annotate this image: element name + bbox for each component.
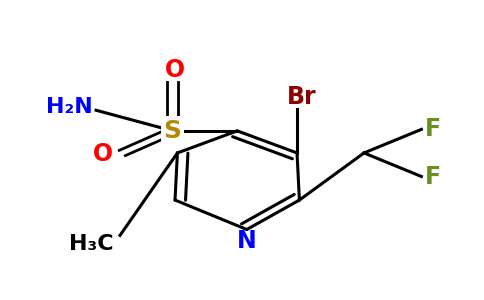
Text: F: F [425, 164, 441, 188]
Text: H₂N: H₂N [46, 97, 93, 117]
Text: H₃C: H₃C [69, 234, 114, 254]
Text: O: O [93, 142, 113, 167]
Text: S: S [164, 119, 182, 143]
Text: N: N [237, 229, 257, 253]
Text: O: O [165, 58, 185, 82]
Text: Br: Br [287, 85, 317, 109]
Text: F: F [425, 117, 441, 141]
